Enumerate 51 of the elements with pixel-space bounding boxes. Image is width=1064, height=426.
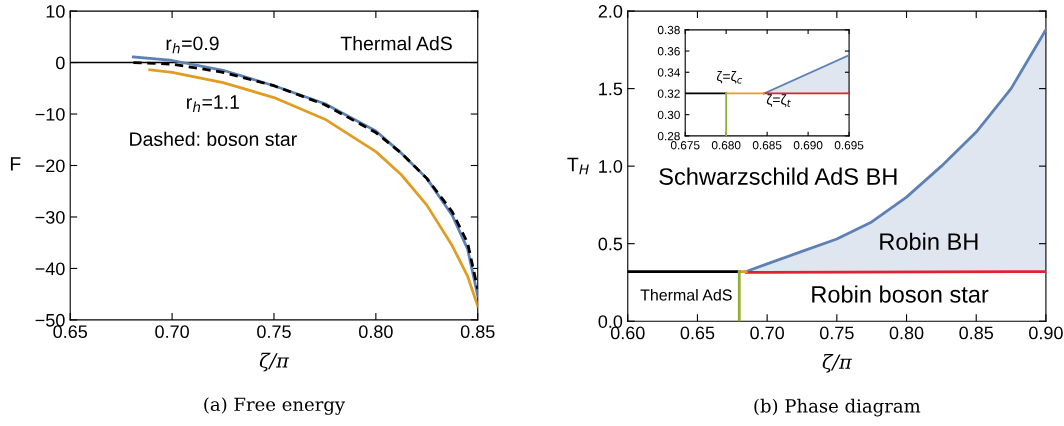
annotation: ζ=ζ$_{c}$ (716, 71, 743, 84)
text: (a) Free energy (204, 397, 346, 415)
text: (b) Phase diagram (754, 398, 921, 417)
annotation: Robin boson star (812, 285, 989, 303)
annotation: Thermal AdS (640, 288, 732, 301)
y-tick-label: 2.0 (598, 5, 623, 18)
y-tick-label: 10 (46, 5, 65, 18)
x-tick-label: 0.80 (358, 325, 393, 339)
x-axis-title: ζ/π (822, 354, 853, 373)
x-tick-label: 0.75 (257, 325, 291, 339)
y-axis-title: T$_{H}$ (567, 157, 589, 175)
x-tick-label: 0.680 (711, 141, 741, 150)
x-tick-label: 0.70 (155, 325, 189, 339)
y-axis-title: F (10, 157, 21, 171)
y-tick-label: −50 (35, 313, 65, 327)
annotation: Schwarzschild AdS BH (659, 167, 897, 185)
legend-label: Thermal AdS (340, 36, 452, 51)
y-tick-label: 0.38 (657, 25, 680, 35)
y-tick-label: 0.5 (598, 237, 623, 251)
y-tick-label: −40 (35, 262, 65, 276)
y-tick-label: −20 (35, 159, 65, 173)
x-tick-label: 0.675 (670, 141, 700, 150)
x-tick-label: 0.685 (752, 141, 782, 150)
annotation: Dashed: boson star (130, 131, 297, 147)
y-tick-label: 0.28 (657, 131, 680, 141)
y-tick-label: −30 (35, 210, 65, 224)
x-tick-label: 0.65 (680, 326, 715, 340)
x-tick-label: 0.85 (460, 325, 495, 339)
x-axis-title: ζ/π (259, 352, 290, 372)
x-tick-label: 0.80 (889, 326, 924, 340)
y-tick-label: 0 (56, 56, 65, 70)
x-tick-label: 0.695 (834, 141, 864, 150)
y-tick-label: 1.5 (599, 82, 623, 96)
x-tick-label: 0.85 (959, 326, 994, 340)
annotation: Robin BH (880, 232, 978, 251)
y-tick-label: 0.30 (657, 110, 680, 120)
x-tick-label: 0.690 (793, 141, 823, 150)
annotation: r$_{h}$=1.1 (187, 95, 239, 112)
y-tick-label: 1.0 (599, 160, 623, 173)
y-tick-label: 0.36 (657, 47, 680, 56)
x-tick-label: 0.65 (53, 325, 88, 339)
y-tick-label: 0.0 (598, 315, 623, 328)
annotation: r$_{h}$=0.9 (166, 36, 219, 54)
x-tick-label: 0.60 (610, 326, 645, 340)
y-tick-label: −10 (35, 107, 65, 121)
y-tick-label: 0.32 (657, 89, 680, 98)
y-tick-label: 0.34 (657, 68, 681, 77)
x-tick-label: 0.75 (819, 326, 854, 340)
x-tick-label: 0.90 (1029, 326, 1063, 340)
x-tick-label: 0.70 (750, 326, 785, 340)
annotation: ζ=ζ$_{t}$ (766, 94, 791, 107)
